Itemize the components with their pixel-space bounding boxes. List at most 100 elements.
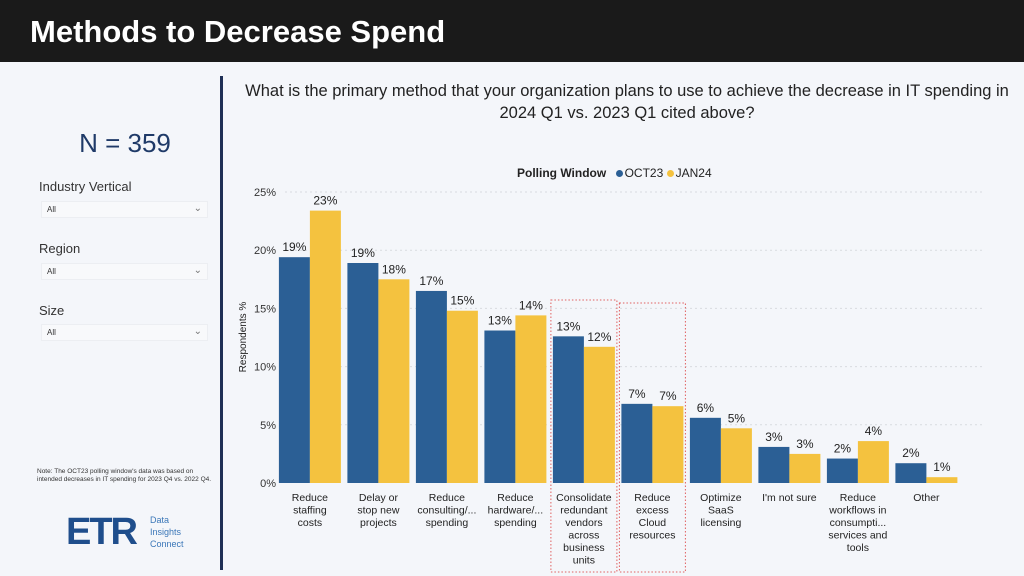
- legend-item-jan24[interactable]: JAN24: [666, 166, 712, 180]
- divider: [220, 76, 223, 570]
- bar-oct23: [347, 263, 379, 483]
- data-label: 7%: [628, 387, 646, 401]
- x-tick-label: I'm not sure: [762, 492, 817, 504]
- x-tick-line: SaaS: [708, 505, 734, 517]
- bar-jan24: [309, 210, 341, 483]
- bar-jan24: [515, 315, 547, 483]
- x-tick-line: workflows in: [828, 505, 886, 517]
- legend-item-oct23[interactable]: OCT23: [615, 166, 664, 180]
- bar-jan24: [926, 477, 958, 483]
- tagline-line: Data: [150, 515, 170, 525]
- x-tick-line: spending: [426, 517, 469, 529]
- legend-swatch: [666, 170, 674, 177]
- x-tick-line: Reduce: [497, 492, 533, 504]
- x-tick-label: Reduce workflows in consumpti... services a…: [828, 492, 887, 554]
- legend-swatch: [615, 170, 623, 177]
- bar-oct23: [415, 290, 447, 483]
- y-tick-label: 25%: [254, 187, 276, 199]
- x-tick-line: Consolidate: [556, 492, 612, 504]
- note-text: Note: The OCT23 polling window's data wa…: [37, 468, 212, 483]
- x-tick-line: units: [573, 555, 595, 567]
- bar-oct23: [484, 330, 516, 483]
- x-tick-line: Cloud: [639, 517, 667, 529]
- industry-vertical-select[interactable]: All ⌄: [41, 201, 208, 218]
- x-tick-line: Optimize: [700, 492, 742, 504]
- x-tick-line: consumpti...: [830, 517, 887, 529]
- data-label: 18%: [382, 262, 406, 276]
- x-tick-line: business: [563, 542, 604, 554]
- data-label: 12%: [587, 330, 611, 344]
- logo-tagline: Data Insights Connect: [150, 514, 184, 550]
- x-tick-line: Reduce: [292, 492, 328, 504]
- x-tick-label: Reduce hardware/... spending: [488, 492, 543, 529]
- select-value: All: [47, 328, 56, 337]
- data-label: 2%: [834, 442, 852, 456]
- x-tick-line: projects: [360, 517, 397, 529]
- bar-oct23: [826, 458, 858, 483]
- logo-mark: ETR: [66, 511, 138, 553]
- data-label: 4%: [865, 424, 883, 438]
- bar-jan24: [789, 453, 821, 483]
- chart-title: What is the primary method that your org…: [245, 82, 1009, 122]
- size-select[interactable]: All ⌄: [41, 324, 208, 341]
- x-tick-line: vendors: [565, 517, 602, 529]
- x-tick-line: excess: [636, 505, 669, 517]
- y-tick-label: 20%: [254, 245, 276, 257]
- y-tick-label: 5%: [260, 420, 276, 432]
- legend-title: Polling Window: [517, 166, 607, 180]
- filter-label-size: Size: [39, 303, 65, 318]
- x-tick-line: spending: [494, 517, 537, 529]
- x-tick-line: tools: [847, 542, 869, 554]
- x-tick-line: Reduce: [840, 492, 876, 504]
- data-label: 19%: [282, 240, 306, 254]
- x-tick-line: licensing: [700, 517, 741, 529]
- data-label: 14%: [519, 298, 543, 312]
- data-label: 7%: [659, 389, 677, 403]
- y-tick-label: 0%: [260, 478, 276, 490]
- x-tick-line: Reduce: [634, 492, 670, 504]
- x-tick-line: hardware/...: [488, 505, 543, 517]
- sample-size: N = 359: [79, 128, 171, 158]
- y-tick-label: 15%: [254, 303, 276, 315]
- bar-jan24: [720, 428, 752, 483]
- data-label: 5%: [728, 411, 746, 425]
- highlight-box: [618, 302, 686, 573]
- bar-oct23: [689, 417, 721, 483]
- data-label: 19%: [351, 246, 375, 260]
- x-tick-line: stop new: [357, 505, 399, 517]
- data-label: 6%: [697, 401, 715, 415]
- data-label: 17%: [419, 274, 443, 288]
- x-tick-label: Reduce excess Cloud resources: [629, 492, 675, 542]
- x-tick-line: Delay or: [359, 492, 399, 504]
- chevron-down-icon: ⌄: [193, 203, 202, 214]
- highlight-box: [550, 299, 618, 573]
- data-label: 1%: [933, 460, 951, 474]
- x-tick-line: costs: [298, 517, 323, 529]
- x-tick-line: staffing: [293, 505, 327, 517]
- select-value: All: [47, 205, 56, 214]
- data-label: 23%: [313, 194, 337, 208]
- legend-label: OCT23: [624, 166, 664, 180]
- x-tick-line: consulting/...: [417, 505, 476, 517]
- bar-oct23: [621, 403, 653, 483]
- tagline-line: Connect: [150, 539, 184, 549]
- x-tick-line: across: [568, 530, 599, 542]
- data-label: 3%: [765, 430, 783, 444]
- y-axis-label: Respondents %: [238, 302, 249, 373]
- x-tick-line: I'm not sure: [762, 492, 817, 504]
- data-label: 3%: [796, 437, 814, 451]
- bar-jan24: [857, 441, 889, 483]
- x-tick-label: Other: [913, 492, 940, 504]
- x-tick-line: resources: [629, 530, 675, 542]
- x-tick-label: Consolidate redundant vendors across busines…: [556, 492, 612, 567]
- legend-label: JAN24: [675, 166, 712, 180]
- sidebar: N = 359 Industry Vertical All ⌄ Region Al…: [0, 62, 222, 576]
- bar-oct23: [278, 257, 310, 483]
- region-select[interactable]: All ⌄: [41, 263, 208, 280]
- x-tick-line: Reduce: [429, 492, 465, 504]
- bar-oct23: [552, 336, 584, 483]
- page-title: Methods to Decrease Spend: [30, 14, 446, 49]
- select-value: All: [47, 267, 56, 276]
- x-tick-label: Delay or stop new projects: [357, 492, 399, 529]
